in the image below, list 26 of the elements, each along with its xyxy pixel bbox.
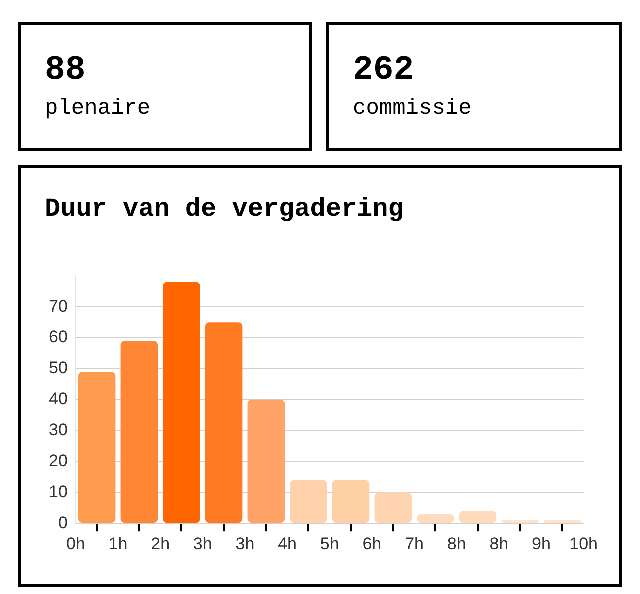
x-tick-label: 3h xyxy=(193,534,212,554)
y-tick-label: 60 xyxy=(48,328,68,347)
x-tick-label: 8h xyxy=(447,534,466,554)
text: 262 xyxy=(353,51,414,91)
y-tick-label: 50 xyxy=(48,358,68,378)
x-tick-label: 0h xyxy=(66,534,86,554)
x-tick-label: 9h xyxy=(532,534,551,554)
chart-title: Duur van de vergadering xyxy=(45,193,404,226)
y-tick-label: 40 xyxy=(48,390,68,409)
text: commissie xyxy=(353,95,472,123)
x-tick-label: 7h xyxy=(405,534,424,554)
x-tick-label: 1h xyxy=(108,534,128,554)
x-tick-label: 8h xyxy=(490,534,509,554)
x-tick-label: 3h xyxy=(236,534,255,554)
x-tick-label: 5h xyxy=(320,534,340,554)
x-tick-label: 10h xyxy=(570,534,598,554)
x-tick-label: 6h xyxy=(362,534,382,554)
y-tick-label: 10 xyxy=(48,482,68,502)
x-tick-label: 2h xyxy=(151,534,170,554)
y-tick-label: 0 xyxy=(58,513,68,532)
text: plenaire xyxy=(45,95,151,123)
y-tick-label: 20 xyxy=(48,451,68,470)
x-tick-label: 4h xyxy=(278,534,298,554)
text: 88 xyxy=(45,51,86,91)
y-tick-label: 30 xyxy=(48,420,68,440)
y-tick-label: 70 xyxy=(48,296,68,316)
